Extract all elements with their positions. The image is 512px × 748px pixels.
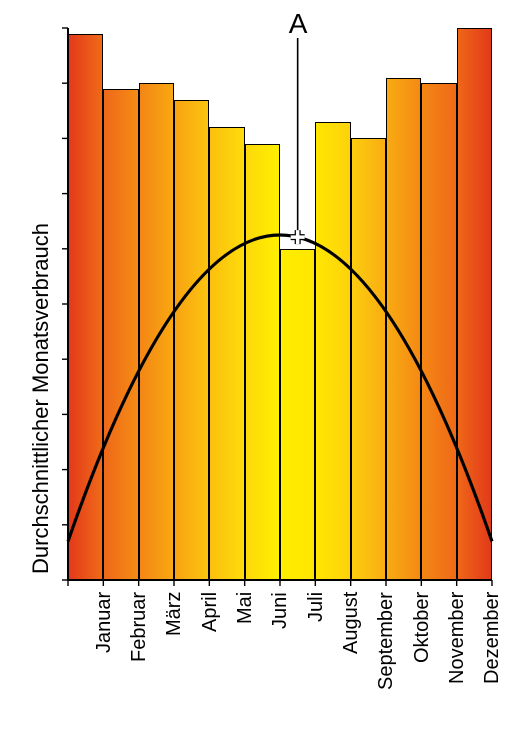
- x-label-dezember: Dezember: [481, 592, 504, 684]
- bar-mai: [209, 127, 244, 580]
- bar-juni: [245, 144, 280, 580]
- x-label-februar: Februar: [128, 592, 151, 662]
- x-axis-labels: Januar Februar März April Mai Juni Juli August S…: [68, 592, 492, 748]
- bar-dezember: [457, 28, 492, 580]
- bar-februar: [103, 89, 138, 580]
- annotation-label: A: [289, 8, 308, 40]
- bar-juli: [280, 249, 315, 580]
- x-label-november: November: [446, 592, 469, 684]
- monthly-consumption-chart: Durchschnittlicher Monatsverbrauch A Jan…: [0, 0, 512, 748]
- bar-märz: [139, 83, 174, 580]
- x-label-september: September: [375, 592, 398, 690]
- bar-april: [174, 100, 209, 580]
- x-label-mai: Mai: [234, 592, 257, 624]
- x-label-oktober: Oktober: [411, 592, 434, 663]
- x-label-april: April: [199, 592, 222, 632]
- x-label-januar: Januar: [93, 592, 116, 653]
- x-label-märz: März: [163, 592, 186, 636]
- bar-januar: [68, 34, 103, 580]
- bar-august: [315, 122, 350, 580]
- x-label-juli: Juli: [305, 592, 328, 622]
- plot-area: [68, 28, 492, 580]
- x-label-august: August: [340, 592, 363, 654]
- bar-november: [421, 83, 456, 580]
- y-axis-label: Durchschnittlicher Monatsverbrauch: [28, 223, 54, 574]
- bar-oktober: [386, 78, 421, 580]
- x-label-juni: Juni: [269, 592, 292, 629]
- bar-september: [351, 138, 386, 580]
